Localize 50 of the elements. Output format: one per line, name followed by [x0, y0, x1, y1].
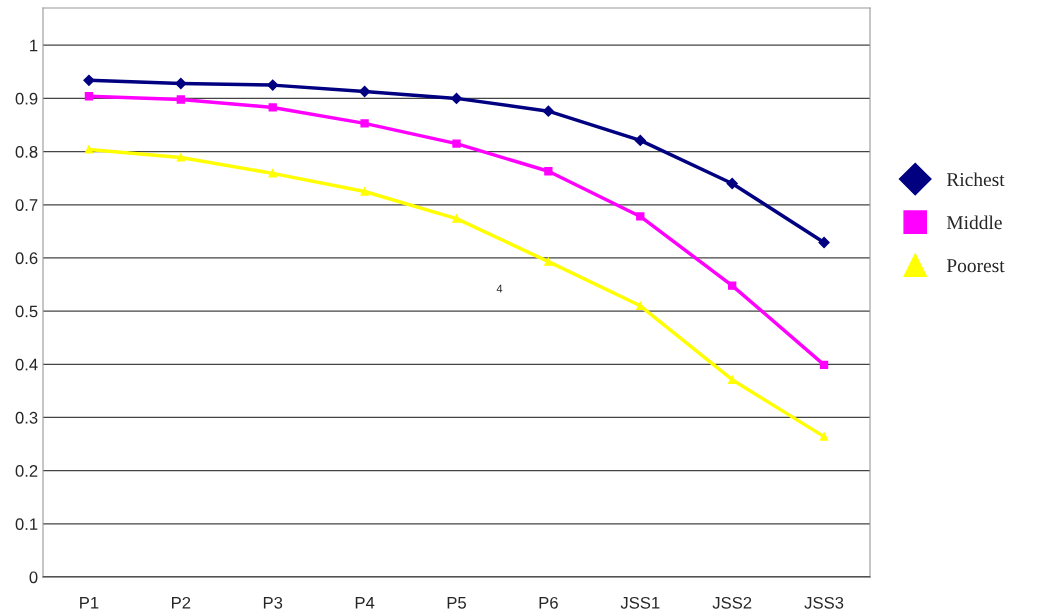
point	[359, 85, 371, 98]
annotation: 4	[496, 284, 503, 293]
y-tick-label: 0.2	[15, 465, 38, 477]
y-tick-label: 0.6	[15, 252, 38, 265]
point	[542, 105, 554, 117]
x-tick-label: P6	[539, 596, 558, 609]
point	[360, 119, 369, 128]
point	[84, 92, 94, 101]
x-tick-label: JSS2	[712, 596, 752, 609]
y-tick-label: 0.9	[15, 92, 38, 105]
y-tick-label: 0.1	[15, 518, 38, 531]
x-tick-label: P4	[355, 597, 375, 609]
point	[267, 79, 279, 91]
point	[819, 360, 829, 369]
y-tick-label: 0.8	[15, 145, 38, 158]
y-tick-label: 0.4	[15, 358, 38, 371]
point	[268, 103, 277, 112]
y-tick-label: 0	[29, 571, 38, 584]
point	[726, 177, 738, 190]
legend-label: Middle	[946, 215, 1002, 230]
point	[176, 153, 186, 162]
legend-label: Richest	[946, 172, 1005, 187]
y-tick-label: 0.5	[15, 305, 38, 318]
point	[544, 257, 553, 266]
x-tick-label: P3	[263, 596, 283, 609]
point	[83, 74, 95, 86]
y-tick-label: 0.7	[15, 199, 38, 211]
x-tick-label: JSS1	[620, 596, 660, 609]
legend-label: Poorest	[946, 259, 1005, 273]
point	[819, 432, 829, 441]
y-tick-label: 0.3	[15, 411, 38, 424]
point	[452, 214, 461, 223]
point	[452, 139, 461, 148]
point	[450, 92, 463, 105]
point	[268, 169, 277, 178]
point	[818, 236, 830, 249]
point	[176, 95, 186, 104]
x-tick-label: JSS3	[804, 596, 844, 609]
point	[360, 187, 369, 196]
point	[634, 134, 646, 147]
x-tick-label: P2	[172, 596, 191, 609]
y-tick-label: 1	[30, 39, 38, 52]
point	[84, 145, 94, 154]
point	[727, 375, 737, 384]
point	[636, 301, 645, 310]
point	[727, 281, 737, 290]
x-tick-label: P1	[80, 597, 99, 609]
point	[544, 167, 553, 176]
point	[636, 212, 645, 221]
x-tick-label: P5	[447, 597, 466, 609]
